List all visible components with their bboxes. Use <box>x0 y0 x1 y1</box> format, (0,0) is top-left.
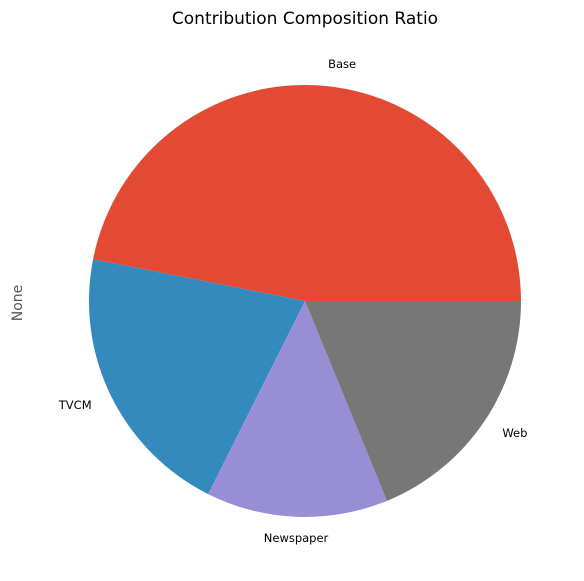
pie-label-newspaper: Newspaper <box>264 531 329 545</box>
pie-slice-tvcm <box>88 259 305 495</box>
pie-label-tvcm: TVCM <box>58 398 92 412</box>
chart-title: Contribution Composition Ratio <box>172 9 438 29</box>
pie-slice-base <box>93 84 521 301</box>
pie-label-base: Base <box>328 57 356 71</box>
pie-slice-labels: Base TVCM Newspaper Web <box>58 57 528 545</box>
pie-slice-newspaper <box>208 301 388 518</box>
pie-slices <box>88 84 521 518</box>
y-axis-label: None <box>10 285 26 322</box>
pie-slice-web <box>305 301 521 501</box>
pie-label-web: Web <box>502 426 527 440</box>
